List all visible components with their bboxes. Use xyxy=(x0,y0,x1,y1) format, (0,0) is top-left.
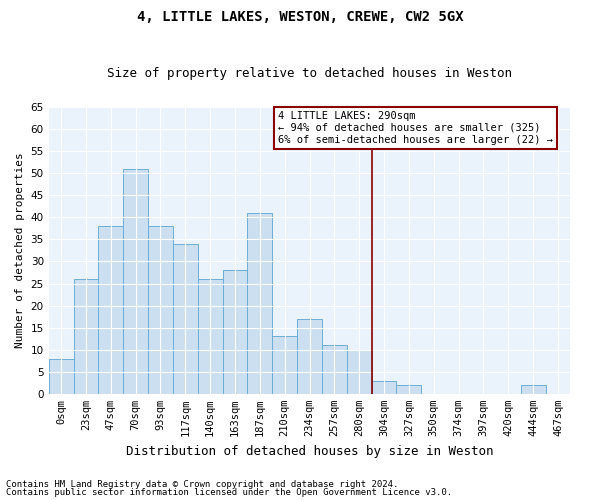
Bar xyxy=(272,336,297,394)
Bar xyxy=(397,385,421,394)
Y-axis label: Number of detached properties: Number of detached properties xyxy=(15,152,25,348)
Text: Contains public sector information licensed under the Open Government Licence v3: Contains public sector information licen… xyxy=(6,488,452,497)
Bar xyxy=(247,213,272,394)
Bar xyxy=(123,169,148,394)
Text: Contains HM Land Registry data © Crown copyright and database right 2024.: Contains HM Land Registry data © Crown c… xyxy=(6,480,398,489)
Title: Size of property relative to detached houses in Weston: Size of property relative to detached ho… xyxy=(107,66,512,80)
Bar xyxy=(198,279,223,394)
Bar xyxy=(347,350,371,394)
Bar xyxy=(148,226,173,394)
Bar xyxy=(521,385,545,394)
Bar xyxy=(49,358,74,394)
X-axis label: Distribution of detached houses by size in Weston: Distribution of detached houses by size … xyxy=(126,444,493,458)
Bar xyxy=(173,244,198,394)
Bar xyxy=(297,319,322,394)
Bar xyxy=(223,270,247,394)
Bar xyxy=(74,279,98,394)
Text: 4 LITTLE LAKES: 290sqm
← 94% of detached houses are smaller (325)
6% of semi-det: 4 LITTLE LAKES: 290sqm ← 94% of detached… xyxy=(278,112,553,144)
Bar xyxy=(371,380,397,394)
Text: 4, LITTLE LAKES, WESTON, CREWE, CW2 5GX: 4, LITTLE LAKES, WESTON, CREWE, CW2 5GX xyxy=(137,10,463,24)
Bar xyxy=(322,346,347,394)
Bar xyxy=(98,226,123,394)
